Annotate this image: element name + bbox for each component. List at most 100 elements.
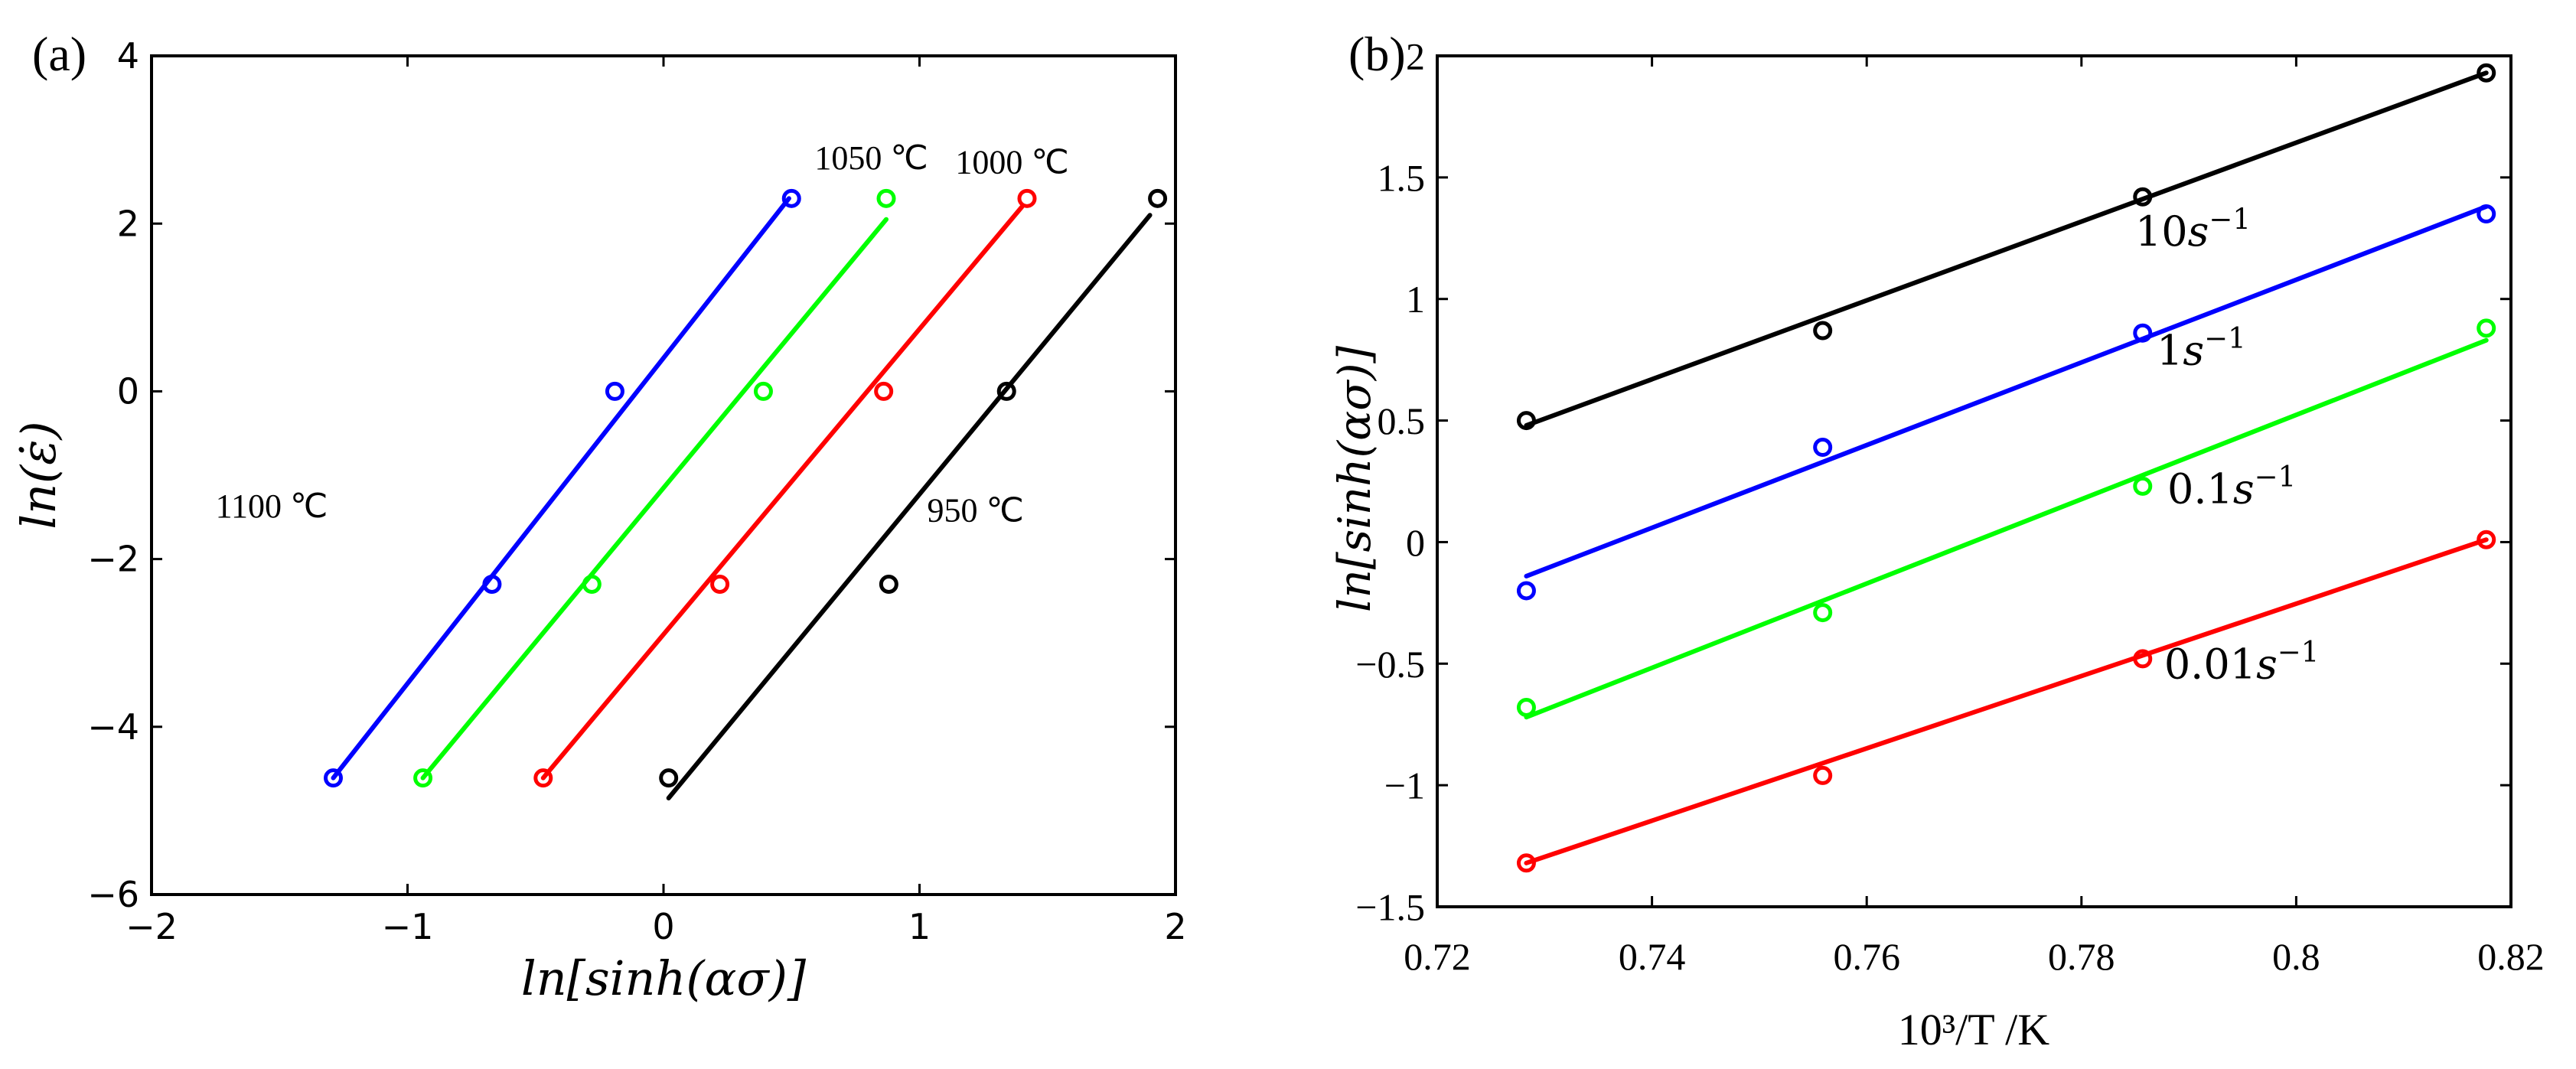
y-tick-label: 0 xyxy=(117,371,139,412)
series-3: 950 ℃ xyxy=(659,188,1168,800)
fit-line xyxy=(1524,70,2489,428)
data-point xyxy=(659,768,679,788)
series-label: 1000 ℃ xyxy=(955,143,1068,181)
series-2: 1000 ℃ xyxy=(533,143,1069,788)
series-3: 0.01s−1 xyxy=(1516,530,2496,873)
data-point xyxy=(1813,765,1833,785)
x-tick-label: 0.72 xyxy=(1404,935,1471,978)
series-label: 1100 ℃ xyxy=(216,487,328,525)
series-1: 1050 ℃ xyxy=(413,139,928,788)
series-label-unit: s xyxy=(2183,326,2204,374)
y-tick-label: 4 xyxy=(117,35,139,77)
series-label-base: 0.1 xyxy=(2167,465,2233,513)
series-label: 1s−1 xyxy=(2157,321,2246,374)
series-label: 10s−1 xyxy=(2135,203,2251,256)
fit-line xyxy=(1524,204,2489,578)
data-point xyxy=(582,574,602,594)
series-label-base: 0.01 xyxy=(2164,640,2256,688)
series-label: 0.01s−1 xyxy=(2164,635,2320,688)
plot-frame xyxy=(1436,54,2512,908)
fit-line xyxy=(1524,337,2489,720)
y-tick-label: 1.5 xyxy=(1378,156,1426,199)
fit-line xyxy=(420,217,889,781)
data-point xyxy=(710,574,730,594)
data-point xyxy=(2477,63,2496,83)
panel-label: (b) xyxy=(1348,27,1406,81)
data-point xyxy=(413,768,433,788)
data-point xyxy=(2477,530,2496,549)
data-point xyxy=(1813,603,1833,623)
x-tick-label: 1 xyxy=(908,906,931,947)
data-point xyxy=(1516,581,1536,601)
data-point xyxy=(605,381,624,401)
y-tick-label: 2 xyxy=(117,203,139,244)
series-1: 1s−1 xyxy=(1516,204,2496,601)
panel-label: (a) xyxy=(32,27,86,81)
data-point xyxy=(1017,188,1037,208)
y-tick-label: 0 xyxy=(1406,521,1425,564)
data-point xyxy=(1813,321,1833,341)
series-label-unit: s xyxy=(2233,465,2255,513)
y-tick-label: −1 xyxy=(1384,764,1425,807)
data-point xyxy=(2133,649,2153,669)
x-tick-label: 0.82 xyxy=(2477,935,2545,978)
fit-line xyxy=(1524,537,2489,865)
x-tick-label: −2 xyxy=(126,906,178,947)
y-axis-label: ln(ε̇) xyxy=(11,421,67,529)
x-tick-label: 0.8 xyxy=(2272,935,2320,978)
data-point xyxy=(1516,697,1536,717)
data-point xyxy=(879,574,898,594)
series-label-exponent: −1 xyxy=(2278,635,2320,668)
data-point xyxy=(2133,476,2153,496)
data-point xyxy=(876,188,896,208)
data-point xyxy=(2477,204,2496,224)
y-tick-label: 2 xyxy=(1406,35,1425,78)
y-axis-label: ln[sinh(ασ)] xyxy=(1329,346,1381,613)
y-tick-label: −4 xyxy=(87,706,139,748)
data-point xyxy=(1516,411,1536,431)
x-tick-label: 0 xyxy=(652,906,674,947)
series-label: 950 ℃ xyxy=(928,491,1024,529)
data-point xyxy=(2133,323,2153,343)
data-point xyxy=(996,381,1016,401)
fit-line xyxy=(331,196,791,781)
x-tick-label: 0.74 xyxy=(1619,935,1686,978)
x-tick-label: −1 xyxy=(382,906,434,947)
data-point xyxy=(533,768,553,788)
data-point xyxy=(781,188,801,208)
series-label-base: 10 xyxy=(2135,207,2188,256)
series-label-unit: s xyxy=(2188,207,2209,256)
y-tick-label: −0.5 xyxy=(1355,643,1425,686)
series-label-unit: s xyxy=(2256,640,2278,688)
x-tick-label: 2 xyxy=(1164,906,1186,947)
panel-a-chart: −2 −1 0 1 2 −6 −4 −2 0 2 4 1100 ℃ 1050 ℃ 1000 ℃ 950 ℃ (… xyxy=(11,27,1187,1006)
data-point xyxy=(323,768,343,788)
series-label: 0.1s−1 xyxy=(2167,461,2296,513)
series-label-exponent: −1 xyxy=(2204,321,2246,354)
series-2: 0.1s−1 xyxy=(1516,318,2496,720)
series-label: 1050 ℃ xyxy=(814,139,928,177)
data-point xyxy=(1813,438,1833,458)
series-label-exponent: −1 xyxy=(2255,461,2297,494)
data-point xyxy=(874,381,894,401)
series-0: 1100 ℃ xyxy=(216,188,801,788)
y-tick-label: −6 xyxy=(87,874,139,915)
x-axis-label: ln[sinh(ασ)] xyxy=(521,950,807,1006)
y-tick-label: 0.5 xyxy=(1378,399,1426,442)
data-point xyxy=(2477,318,2496,338)
x-tick-label: 0.76 xyxy=(1833,935,1900,978)
data-point xyxy=(1516,853,1536,873)
series-label-exponent: −1 xyxy=(2209,203,2251,236)
y-tick-label: 1 xyxy=(1406,278,1425,321)
y-tick-label: −1.5 xyxy=(1355,886,1425,929)
fit-line xyxy=(666,213,1153,800)
fit-line xyxy=(540,204,1025,781)
data-point xyxy=(753,381,773,401)
panel-b-chart: 0.72 0.74 0.76 0.78 0.8 0.82 −1.5 −1 −0.5 0 0.5 1 1.… xyxy=(1329,27,2545,1054)
data-point xyxy=(2133,187,2153,207)
series-label-base: 1 xyxy=(2157,326,2183,374)
x-tick-label: 0.78 xyxy=(2048,935,2115,978)
y-tick-label: −2 xyxy=(87,539,139,580)
series-0: 10s−1 xyxy=(1516,63,2496,431)
